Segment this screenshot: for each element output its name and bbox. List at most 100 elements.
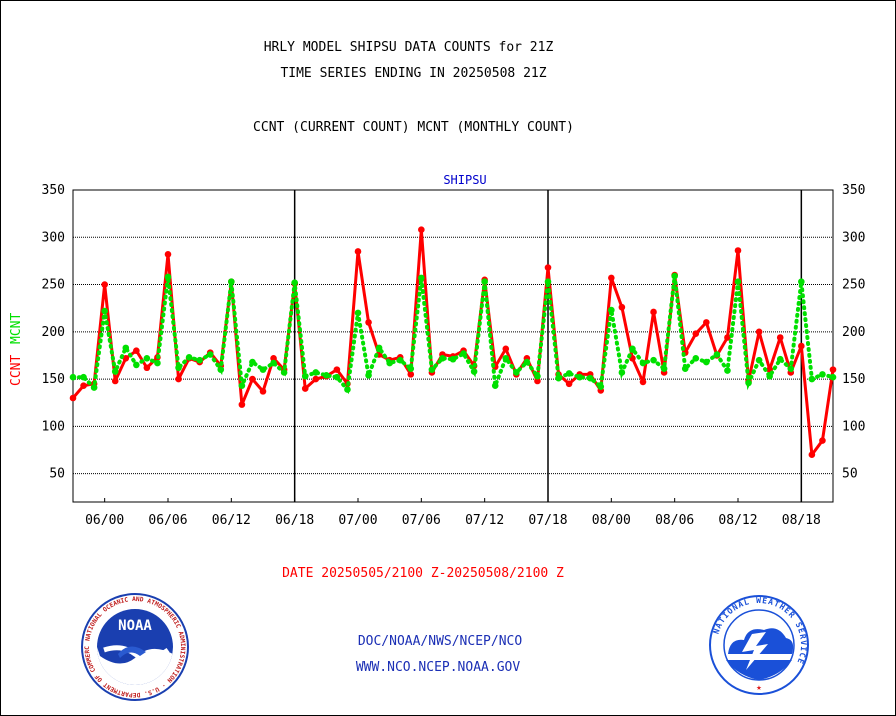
data-point-ccnt — [819, 437, 826, 444]
data-point-ccnt — [407, 371, 415, 378]
data-point-mcnt — [766, 372, 773, 380]
data-point-mcnt — [618, 369, 626, 376]
x-tick-label: 07/12 — [465, 513, 504, 528]
data-point-ccnt — [354, 248, 362, 255]
data-point-mcnt — [829, 373, 837, 381]
data-point-mcnt — [734, 278, 742, 286]
data-point-mcnt — [776, 355, 784, 363]
data-point-mcnt — [111, 368, 119, 375]
data-point-mcnt — [344, 386, 351, 393]
data-point-ccnt — [301, 385, 309, 392]
data-point-mcnt — [819, 371, 826, 378]
x-tick-label: 07/06 — [402, 513, 441, 528]
y-tick-label-right: 350 — [842, 183, 865, 198]
data-point-ccnt — [133, 347, 140, 355]
y-tick-label-left: 300 — [42, 230, 65, 245]
data-point-mcnt — [217, 366, 225, 373]
data-point-ccnt — [534, 377, 541, 385]
data-point-ccnt — [724, 334, 731, 341]
data-point-ccnt — [829, 366, 837, 373]
data-point-mcnt — [808, 375, 816, 383]
x-tick-label: 08/12 — [718, 513, 757, 528]
data-point-mcnt — [407, 365, 415, 372]
x-tick-label: 08/18 — [782, 513, 821, 528]
data-point-mcnt — [90, 384, 98, 391]
website-link[interactable]: WWW.NCO.NCEP.NOAA.GOV — [355, 660, 521, 675]
date-range-label: DATE 20250505/2100 Z-20250508/2100 Z — [282, 566, 564, 581]
noaa-logo: NOAA NATIONAL OCEANIC AND ATMOSPHERIC AD… — [80, 592, 189, 701]
data-point-mcnt — [80, 373, 87, 381]
data-point-mcnt — [449, 355, 457, 363]
x-tick-label: 08/00 — [592, 513, 631, 528]
y-tick-label-left: 100 — [42, 419, 65, 434]
y-tick-label-right: 100 — [842, 419, 865, 434]
data-point-mcnt — [228, 278, 235, 286]
nws-logo: NATIONAL WEATHER SERVICE ★ — [709, 595, 809, 695]
data-point-ccnt — [808, 451, 816, 459]
x-tick-label: 06/12 — [212, 513, 251, 528]
data-point-ccnt — [143, 364, 151, 372]
data-point-mcnt — [375, 344, 383, 352]
series-line-ccnt — [71, 228, 835, 457]
data-point-mcnt — [608, 306, 615, 314]
y-tick-label-right: 50 — [842, 467, 858, 482]
data-point-ccnt — [270, 354, 277, 362]
data-point-mcnt — [396, 356, 404, 364]
data-point-mcnt — [681, 365, 689, 372]
data-point-ccnt — [650, 308, 657, 316]
data-point-ccnt — [365, 319, 372, 326]
x-tick-label: 07/18 — [528, 513, 567, 528]
data-point-mcnt — [175, 364, 182, 372]
data-point-mcnt — [101, 307, 108, 315]
y-tick-label-right: 150 — [842, 372, 865, 387]
data-point-mcnt — [249, 358, 256, 366]
data-point-ccnt — [175, 375, 182, 383]
x-tick-label: 07/00 — [338, 513, 377, 528]
data-point-mcnt — [270, 359, 277, 367]
data-point-mcnt — [69, 373, 77, 381]
data-point-mcnt — [196, 356, 203, 364]
org-path-link[interactable]: DOC/NOAA/NWS/NCEP/NCO — [357, 634, 523, 649]
data-point-mcnt — [534, 372, 541, 380]
data-point-mcnt — [544, 278, 552, 286]
data-point-mcnt — [671, 272, 678, 280]
chart-subtitle: CCNT (CURRENT COUNT) MCNT (MONTHLY COUNT… — [253, 120, 574, 135]
data-point-mcnt — [143, 354, 151, 362]
y-tick-label-right: 250 — [842, 278, 865, 293]
x-tick-label: 06/06 — [148, 513, 187, 528]
data-point-mcnt — [745, 379, 752, 387]
data-point-mcnt — [629, 345, 636, 353]
y-tick-label-right: 300 — [842, 230, 865, 245]
data-point-mcnt — [491, 382, 499, 390]
data-point-ccnt — [734, 247, 742, 254]
data-point-mcnt — [755, 356, 763, 364]
data-point-ccnt — [618, 303, 626, 311]
data-point-mcnt — [354, 309, 362, 317]
data-point-mcnt — [439, 354, 446, 362]
x-tick-label: 06/00 — [85, 513, 124, 528]
data-point-mcnt — [555, 374, 562, 382]
data-point-mcnt — [428, 366, 436, 373]
data-point-mcnt — [692, 354, 700, 362]
data-point-mcnt — [386, 359, 393, 367]
data-point-ccnt — [798, 342, 805, 350]
series-line-mcnt — [71, 275, 835, 395]
data-point-mcnt — [365, 372, 372, 379]
data-point-ccnt — [776, 334, 784, 341]
data-point-ccnt — [101, 281, 108, 288]
data-point-mcnt — [185, 354, 193, 361]
x-tick-label: 08/06 — [655, 513, 694, 528]
data-point-mcnt — [586, 374, 594, 382]
x-tick-label: 06/18 — [275, 513, 314, 528]
data-point-ccnt — [565, 380, 573, 388]
y-tick-label-right: 200 — [842, 325, 865, 340]
data-point-ccnt — [703, 319, 710, 326]
data-point-ccnt — [502, 345, 510, 353]
nws-star-icon: ★ — [756, 683, 762, 693]
data-point-mcnt — [724, 367, 731, 374]
data-point-mcnt — [301, 372, 309, 380]
data-point-mcnt — [502, 354, 510, 362]
data-point-mcnt — [660, 365, 668, 372]
data-point-mcnt — [238, 382, 246, 390]
